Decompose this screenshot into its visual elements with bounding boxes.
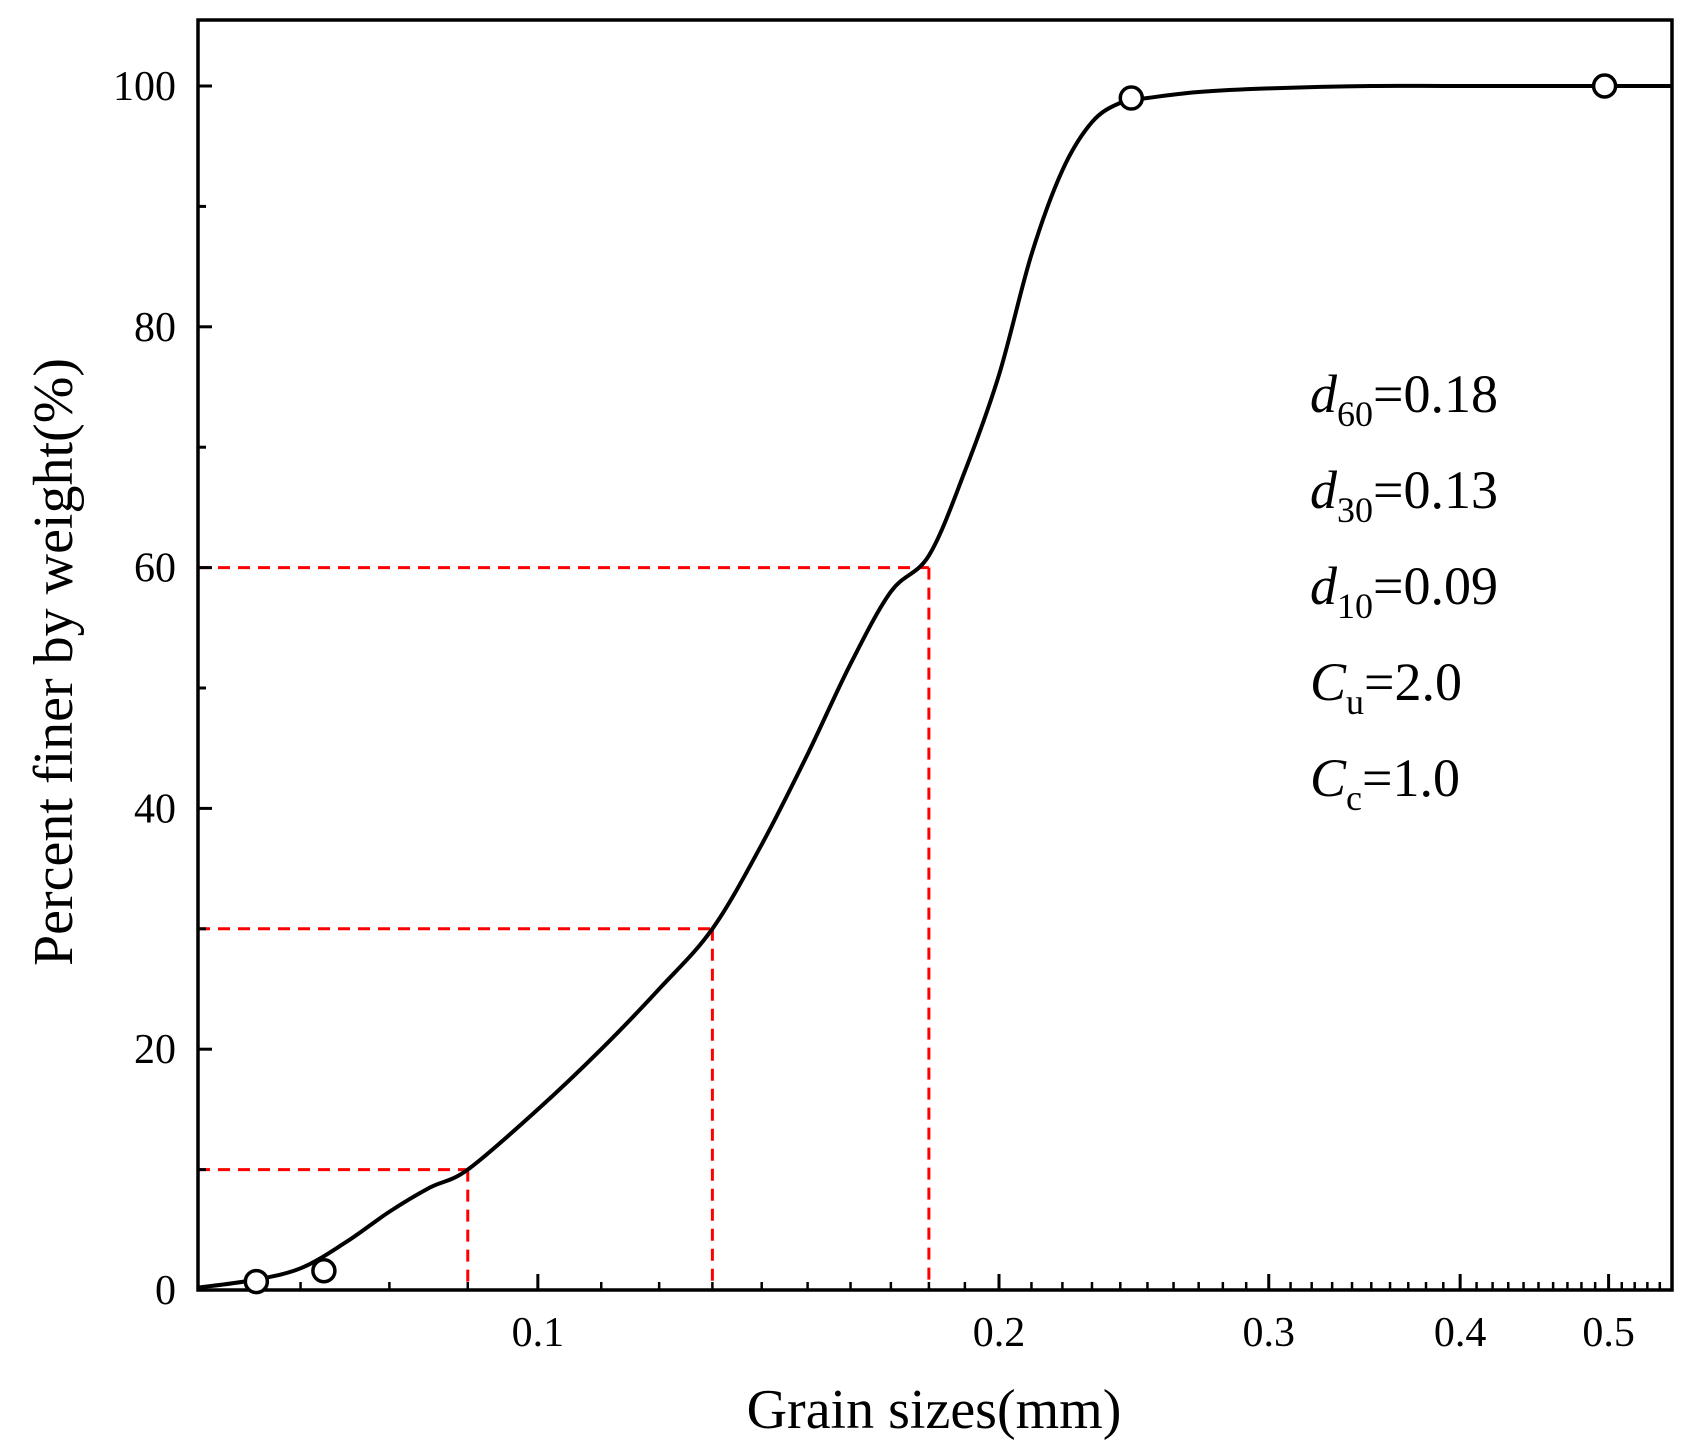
annotation-subscript: 60 xyxy=(1337,394,1373,434)
y-tick-label: 0 xyxy=(155,1268,176,1314)
annotation-d10: d10=0.09 xyxy=(1310,556,1498,626)
data-point xyxy=(311,1257,337,1284)
annotation-var: d xyxy=(1310,556,1338,616)
axis-ticks: 0 20 40 60 80 100 0.1 0.2 0.3 0.4 0.5 xyxy=(113,64,1674,1356)
annotation-Cc: Cc=1.0 xyxy=(1310,748,1460,818)
y-tick-label: 20 xyxy=(134,1027,176,1073)
y-tick-label: 80 xyxy=(134,305,176,351)
y-axis-title: Percent finer by weight(%) xyxy=(23,358,85,966)
annotation-subscript: c xyxy=(1346,778,1362,818)
annotation-value: =1.0 xyxy=(1362,748,1460,808)
annotation-var: C xyxy=(1310,748,1347,808)
x-tick-label: 0.3 xyxy=(1242,1310,1295,1356)
series-line xyxy=(197,83,1672,1290)
annotation-subscript: 10 xyxy=(1337,586,1373,626)
annotation-var: d xyxy=(1310,364,1338,424)
annotation-var: d xyxy=(1310,460,1338,520)
plot-frame xyxy=(196,18,1674,1292)
data-curve xyxy=(197,83,1672,1290)
annotation-Cu: Cu=2.0 xyxy=(1310,652,1462,722)
x-tick-label: 0.1 xyxy=(512,1310,565,1356)
annotation-subscript: u xyxy=(1346,682,1364,722)
plot-border xyxy=(196,18,1674,1292)
annotation-var: C xyxy=(1310,652,1347,712)
x-axis-title: Grain sizes(mm) xyxy=(747,1379,1122,1441)
annotation-d60: d60=0.18 xyxy=(1310,364,1498,434)
y-tick-label: 40 xyxy=(134,786,176,832)
x-tick-label: 0.4 xyxy=(1434,1310,1487,1356)
x-tick-label: 0.2 xyxy=(973,1310,1026,1356)
annotation-subscript: 30 xyxy=(1337,490,1373,530)
y-tick-label: 60 xyxy=(134,546,176,592)
y-tick-label: 100 xyxy=(113,64,176,110)
reference-lines xyxy=(198,566,931,1290)
annotation-value: =0.18 xyxy=(1373,364,1498,424)
annotation-value: =0.13 xyxy=(1373,460,1498,520)
data-point xyxy=(1591,73,1618,99)
annotation-value: =0.09 xyxy=(1373,556,1498,616)
x-tick-label: 0.5 xyxy=(1582,1310,1635,1356)
data-markers xyxy=(243,73,1618,1295)
data-point xyxy=(1118,85,1145,111)
annotation-value: =2.0 xyxy=(1364,652,1462,712)
annotation-d30: d30=0.13 xyxy=(1310,460,1498,530)
data-point xyxy=(243,1268,270,1295)
